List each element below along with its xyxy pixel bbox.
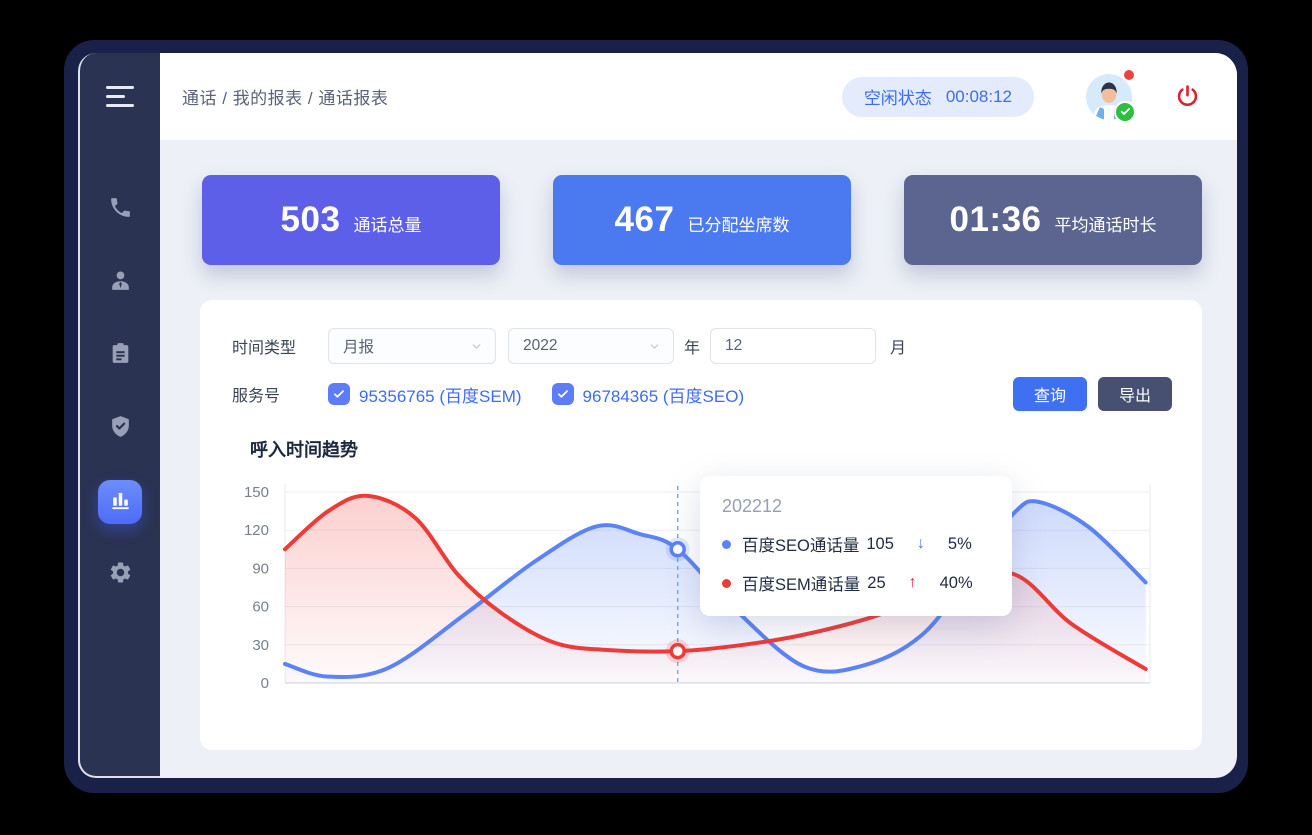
tooltip-series-row: 百度SEO通话量 105 ↓ 5% [722,532,990,556]
year-select[interactable]: 2022 [508,328,674,364]
month-unit-label: 月 [890,340,907,357]
service-checkbox-seo[interactable]: 96784365 (百度SEO) [551,382,744,407]
stat-label: 通话总量 [353,216,422,235]
sidebar-item-reports[interactable] [98,480,142,524]
agent-status-pill[interactable]: 空闲状态 00:08:12 [841,76,1034,117]
export-button[interactable]: 导出 [1097,377,1172,411]
tooltip-period: 202212 [722,496,783,516]
main-area: 通话 / 我的报表 / 通话报表 空闲状态 00:08:12 [160,53,1237,778]
stat-value: 01:36 [949,200,1042,239]
month-input[interactable] [710,328,877,364]
user-icon [108,268,133,298]
svg-text:150: 150 [244,484,269,501]
service-filter-row: 服务号 95356765 (百度SEM) 9678436 [232,376,1172,412]
series-dot [722,578,731,588]
stat-card-total-calls: 503 通话总量 [202,175,500,265]
svg-text:60: 60 [252,599,269,616]
time-type-label: 时间类型 [232,340,297,357]
time-type-select[interactable]: 月报 [328,328,496,364]
stat-label: 已分配坐席数 [687,216,790,235]
top-bar: 通话 / 我的报表 / 通话报表 空闲状态 00:08:12 [160,53,1237,140]
sidebar-item-settings[interactable] [98,553,142,597]
year-unit-label: 年 [684,340,701,357]
gear-icon [108,560,133,590]
stat-value: 467 [614,200,675,239]
shield-check-icon [108,414,133,444]
sidebar-item-agents[interactable] [98,261,142,305]
sidebar-item-calls[interactable] [98,188,142,232]
online-check-badge [1114,100,1136,123]
chart-tooltip: 202212 百度SEO通话量 105 ↓ 5% 百度SEM通话量 25 [700,476,1012,616]
avatar[interactable] [1086,69,1136,123]
query-button[interactable]: 查询 [1012,377,1087,411]
stat-label: 平均通话时长 [1054,216,1157,235]
phone-icon [108,195,133,225]
trend-chart: 0 30 60 90 120 150 202212 百度SEO通话量 105 ↓ 5% [232,464,1172,724]
service-number-label: 服务号 [232,388,281,405]
svg-text:120: 120 [244,522,269,539]
trend-down-icon: ↓ [916,535,925,552]
app-window: 通话 / 我的报表 / 通话报表 空闲状态 00:08:12 [64,40,1248,793]
tooltip-series-row: 百度SEM通话量 25 ↑ 40% [722,571,990,595]
clipboard-icon [108,341,133,371]
notification-dot [1124,69,1134,80]
power-icon [1177,85,1198,107]
stat-value: 503 [280,200,341,239]
svg-text:0: 0 [261,675,269,692]
sidebar [78,53,160,778]
logout-power-button[interactable] [1174,83,1201,110]
checkbox-checked-icon [328,383,350,405]
status-timer: 00:08:12 [945,86,1012,106]
stat-card-assigned-agents: 467 已分配坐席数 [553,175,851,265]
chevron-down-icon [472,343,481,349]
time-filter-row: 时间类型 月报 2022 年 月 [232,328,1172,364]
service-checkbox-sem[interactable]: 95356765 (百度SEM) [328,382,522,407]
svg-text:90: 90 [252,560,269,577]
checkbox-checked-icon [551,383,574,405]
sidebar-nav [98,188,142,597]
series-dot [722,539,731,549]
trend-up-icon: ↑ [908,574,917,591]
breadcrumb: 通话 / 我的报表 / 通话报表 [182,89,389,108]
stat-card-avg-duration: 01:36 平均通话时长 [904,175,1202,265]
chart-title: 呼入时间趋势 [250,440,358,460]
chevron-down-icon [650,343,659,349]
sidebar-item-quality[interactable] [98,407,142,451]
stat-cards: 503 通话总量 467 已分配坐席数 01:36 平均通话时长 [202,175,1202,265]
sidebar-item-records[interactable] [98,334,142,378]
menu-toggle-icon[interactable] [106,53,134,140]
bar-chart-icon [108,487,133,517]
report-card: 时间类型 月报 2022 年 月 服务号 [200,300,1202,750]
status-label: 空闲状态 [863,89,932,108]
svg-text:30: 30 [252,637,269,654]
